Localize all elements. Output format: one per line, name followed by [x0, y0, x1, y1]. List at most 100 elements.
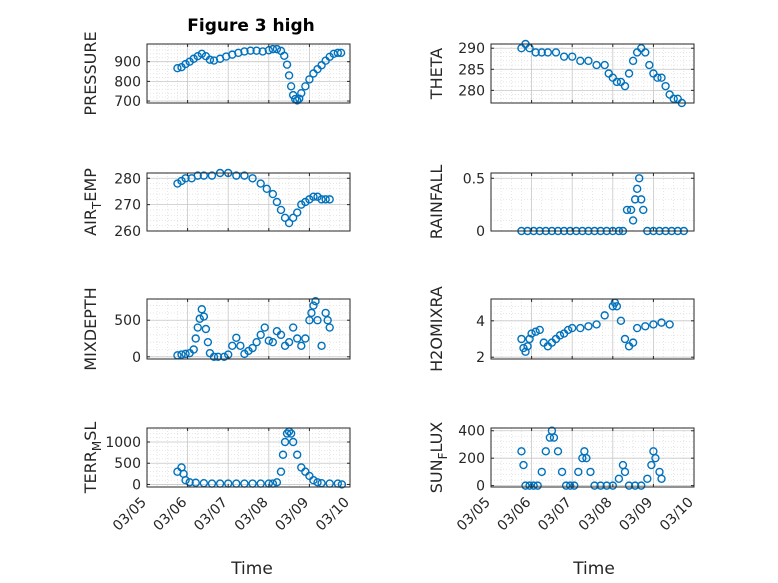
data-point [555, 331, 565, 340]
y-axis-label: THETA [427, 48, 446, 100]
data-point [325, 323, 334, 332]
data-point [246, 46, 255, 55]
data-point [641, 48, 650, 57]
data-point [207, 171, 217, 180]
y-tick-label: 280 [458, 83, 485, 99]
data-point [641, 322, 650, 331]
data-point [189, 345, 198, 354]
data-point [632, 184, 642, 194]
data-point [533, 481, 542, 490]
plot-area [491, 173, 694, 231]
y-tick-label: 800 [114, 74, 141, 90]
x-tick-label: 03/05 [110, 495, 150, 535]
axes-box [146, 172, 351, 232]
data-point [576, 56, 585, 66]
data-point [248, 174, 257, 183]
data-point [592, 320, 601, 329]
data-point [317, 341, 326, 351]
y-tick-label: 700 [114, 94, 141, 110]
data-point [268, 337, 278, 347]
y-tick-label: 200 [458, 451, 485, 467]
data-point [643, 474, 652, 483]
y-tick-label: 0 [132, 477, 141, 493]
data-point [293, 96, 302, 105]
y-tick-label: 285 [458, 62, 485, 78]
data-point [645, 60, 654, 70]
data-point [193, 51, 202, 61]
chart-pressure: 700 800 900 PRESSURE [81, 31, 351, 116]
data-point [653, 73, 662, 82]
data-point [657, 474, 666, 483]
axes-box [146, 43, 351, 104]
data-point [284, 337, 294, 347]
y-axis-label: AIRTEMP [81, 168, 104, 236]
data-point [628, 216, 638, 225]
data-point [305, 316, 314, 325]
data-point [276, 205, 286, 215]
data-point [576, 323, 585, 333]
data-point [624, 69, 634, 78]
y-tick-label: 0 [476, 479, 485, 495]
data-point [193, 323, 202, 332]
data-point [336, 48, 346, 58]
data-point [173, 63, 182, 73]
data-point [525, 481, 534, 490]
data-point [517, 447, 526, 456]
data-point [293, 208, 302, 217]
data-point [181, 476, 190, 485]
data-point [181, 59, 190, 69]
data-point [549, 433, 559, 442]
data-point [620, 334, 630, 344]
y-axis-label: PRESSURE [81, 31, 100, 115]
data-point [282, 429, 292, 438]
data-point [669, 94, 678, 103]
data-point [262, 184, 271, 194]
data-point [280, 213, 290, 223]
data-point [288, 323, 298, 332]
y-tick-label: 4 [476, 314, 485, 330]
data-point [649, 320, 658, 329]
data-point [195, 314, 204, 323]
data-point [297, 88, 306, 98]
data-point [181, 174, 190, 183]
y-tick-label: 1000 [105, 435, 141, 451]
y-tick-label: 0.5 [463, 171, 485, 187]
axes-box [490, 172, 695, 232]
axes-box [490, 298, 695, 360]
chart-sun_flux: 0 200 400 03/05 03/06 03/07 03/08 03/09 03/10 SUN… [427, 422, 697, 535]
data-point [337, 480, 347, 489]
data-point [252, 46, 261, 55]
x-tick-label: 03/05 [454, 495, 494, 535]
x-tick-label: 03/06 [151, 494, 191, 534]
y-tick-label: 290 [458, 41, 485, 57]
data-point [272, 44, 282, 54]
data-point [519, 460, 528, 470]
data-point [608, 481, 617, 490]
data-point [288, 437, 298, 447]
y-tick-label: 260 [114, 224, 141, 240]
data-point [177, 350, 186, 359]
data-point [568, 52, 577, 61]
data-point [665, 320, 674, 329]
data-point [600, 311, 609, 320]
x-tick-label: 03/10 [313, 495, 353, 535]
data-point [309, 301, 318, 310]
data-point [197, 49, 207, 59]
data-point [280, 437, 290, 447]
data-point [232, 333, 241, 342]
data-point [278, 450, 288, 459]
axes-box [146, 427, 351, 488]
data-point [553, 447, 563, 456]
data-point [260, 323, 269, 332]
data-point [624, 481, 634, 490]
chart-terr_msl: 0 500 1000 03/05 03/06 03/07 03/08 03/09 03/10 TE… [81, 422, 353, 535]
data-point [258, 47, 267, 56]
data-point [525, 44, 534, 53]
data-point [614, 474, 624, 483]
x-tick-label: 03/07 [535, 495, 575, 535]
data-point [521, 347, 530, 356]
data-point [584, 322, 593, 331]
data-point [628, 338, 638, 347]
data-point [317, 195, 326, 204]
data-point [199, 171, 209, 180]
